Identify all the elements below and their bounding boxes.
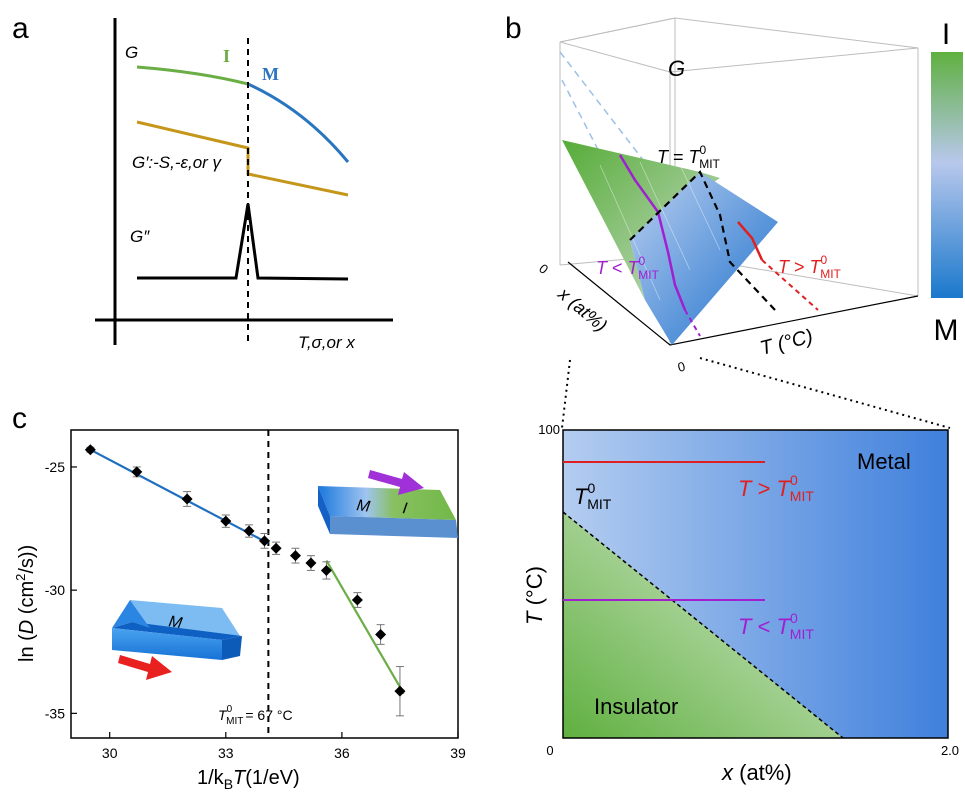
panel-b-surface-metal: [630, 172, 778, 345]
panel-b-surface-grid: [599, 161, 721, 301]
phase-x-tick-left: 0: [546, 743, 553, 758]
panel-b-x-tick-0: 0: [536, 261, 551, 277]
phase-y-tick-top: 100: [538, 422, 560, 437]
panel-b-t-axis-label: T (°C): [758, 326, 815, 360]
y-tick-label: -35: [45, 705, 65, 721]
panel-a-g-label: G: [125, 43, 138, 62]
panel-c-chart: M M I T0 MIT = 67 °C 1/kBT(1/eV) ln (D (cm…: [13, 429, 466, 792]
phase-x-axis-label: x (at%): [721, 760, 792, 785]
data-point: [131, 466, 143, 478]
data-point: [181, 493, 193, 505]
panel-b-t-tick-0: 0: [676, 359, 687, 375]
panel-b-floor: [567, 261, 919, 346]
y-tick-label: -30: [45, 582, 65, 598]
data-point: [320, 564, 332, 576]
inset-metal-block: M: [112, 600, 242, 660]
data-point: [243, 525, 255, 537]
panel-b-gt-label: T > T0 MIT: [778, 253, 842, 281]
panel-b-eq-label: T = T0 MIT: [657, 143, 721, 171]
data-point: [259, 535, 270, 547]
panel-b-g-label: G: [668, 56, 685, 81]
phase-gt-label: T > T0 MIT: [738, 472, 814, 504]
inset-mi-block: M I: [318, 486, 458, 538]
phase-boundary: [562, 511, 844, 739]
panel-a-schematic: G I M G′:-S,-ε,or γ G″ T,σ,or x: [95, 18, 393, 352]
panel-a-g-curve-insulator: [136, 65, 249, 86]
chart-y-axis-label: ln (D (cm2/s)): [13, 545, 38, 662]
panel-phase-diagram: Metal Insulator T0 MIT T > T0 MIT T < T0 MI…: [522, 422, 959, 785]
phase-tmit-label: T0 MIT: [574, 480, 612, 512]
phase-y-axis-label: T (°C): [522, 566, 547, 625]
x-tick-label: 36: [334, 745, 350, 761]
panel-a-gdoubleprime-curve: [137, 203, 349, 281]
inset-purple-arrow: [368, 470, 424, 495]
panel-a-phase-m-label: M: [262, 64, 279, 84]
data-point: [375, 629, 387, 641]
panel-b-surface-plot: G T = T0 MIT T < T0 MIT T > T0 MIT x (at%) …: [536, 17, 963, 375]
panel-b-curve-above: [737, 221, 764, 261]
phase-lt-label: T < T0 MIT: [738, 610, 814, 642]
annotation-tmit: T0 MIT = 67 °C: [218, 704, 293, 727]
x-tick-label: 33: [218, 745, 234, 761]
data-point: [394, 685, 406, 697]
data-point: [220, 515, 232, 527]
panel-a-gprime-label: G′:-S,-ε,or γ: [132, 153, 223, 172]
y-tick-label: -25: [45, 459, 65, 475]
panel-a-g-curve-metal: [247, 82, 350, 163]
panel-b-surface-insulator: [562, 140, 720, 300]
chart-frame: [70, 429, 459, 739]
data-point: [289, 550, 301, 562]
inset-metal-label: M: [167, 613, 184, 632]
inset-mi-label-m: M: [355, 497, 371, 516]
x-tick-label: 39: [450, 745, 466, 761]
panel-b-lt-label: T < T0 MIT: [596, 254, 660, 282]
panel-letter-c: c: [12, 402, 27, 435]
panel-b-curve-transition: [629, 170, 776, 311]
inset-mi-label-i: I: [401, 500, 408, 518]
panel-b-colorbar-top-label: I: [942, 18, 950, 51]
data-point: [270, 542, 282, 554]
panel-b-colorbar-bottom-label: M: [934, 314, 959, 347]
panel-a-phase-i-label: I: [223, 46, 230, 66]
phase-insulator-label: Insulator: [594, 694, 678, 719]
phase-x-tick-right: 2.0: [941, 743, 959, 758]
fit-line-metal: [89, 448, 269, 545]
fit-line-insulator: [325, 560, 405, 695]
phase-metal-label: Metal: [857, 449, 911, 474]
data-point: [84, 444, 96, 456]
panel-letter-b: b: [505, 12, 522, 45]
panel-b-curve-below: [618, 154, 687, 311]
panel-letter-a: a: [12, 12, 29, 45]
panel-a-x-axis-label: T,σ,or x: [298, 333, 355, 352]
panel-a-gdoubleprime-label: G″: [130, 227, 150, 246]
panel-b-colorbar: [931, 52, 963, 298]
panel-b-x-axis-label: x (at%): [554, 283, 611, 336]
chart-x-axis-label: 1/kBT(1/eV): [197, 767, 300, 792]
inset-red-arrow: [118, 655, 172, 680]
data-point: [305, 557, 317, 569]
x-tick-label: 30: [102, 745, 118, 761]
data-point: [351, 594, 363, 606]
